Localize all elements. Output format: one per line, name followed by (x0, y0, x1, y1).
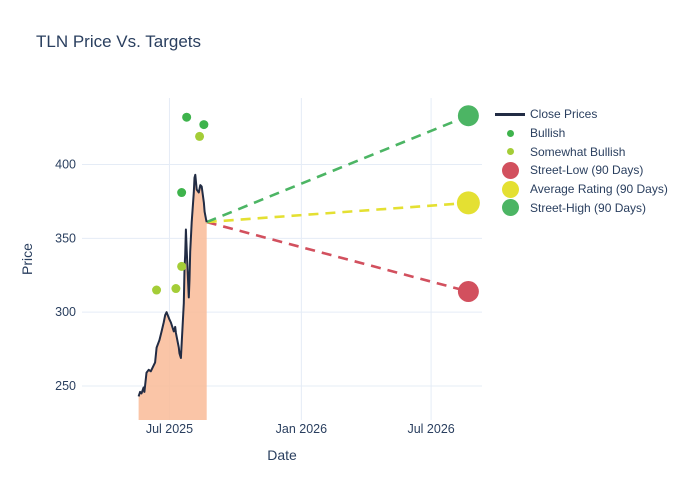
bullish-point[interactable] (177, 188, 187, 198)
forecast-dash-street-high (206, 114, 469, 224)
somewhat-bullish-dot-swatch (492, 148, 528, 156)
x-axis-title: Date (267, 447, 297, 463)
y-tick-label-400: 400 (55, 157, 76, 171)
legend-label: Street-Low (90 Days) (530, 163, 644, 178)
forecast-dash-average (206, 201, 469, 224)
average-rating-marker[interactable] (456, 191, 480, 215)
legend-item-bullish[interactable]: Bullish (492, 124, 668, 143)
street-low-dot-swatch (492, 161, 528, 179)
y-axis-title: Price (19, 243, 35, 275)
legend-label: Somewhat Bullish (530, 144, 626, 159)
y-tick-label-350: 350 (55, 231, 76, 245)
chart-title: TLN Price Vs. Targets (36, 32, 202, 51)
somewhat-bullish-point[interactable] (171, 284, 181, 294)
street-low-marker[interactable] (457, 280, 479, 302)
legend-item-somewhat-bullish[interactable]: Somewhat Bullish (492, 142, 668, 161)
forecast-dash-street-low (206, 220, 469, 293)
close-prices-area (138, 174, 207, 420)
y-tick-label-250: 250 (55, 379, 76, 393)
x-tick-label-jul-2026: Jul 2026 (407, 422, 454, 436)
legend-label: Street-High (90 Days) (530, 200, 647, 215)
close-prices-line[interactable] (137, 173, 208, 397)
legend-item-close-prices[interactable]: Close Prices (492, 105, 668, 124)
legend-item-street-high[interactable]: Street-High (90 Days) (492, 198, 668, 217)
legend: Close Prices Bullish Somewhat Bullish St… (492, 105, 668, 217)
legend-item-street-low[interactable]: Street-Low (90 Days) (492, 161, 668, 180)
x-tick-label-jan-2026: Jan 2026 (276, 422, 327, 436)
average-rating-dot-swatch (492, 180, 528, 198)
legend-label: Close Prices (530, 107, 598, 122)
legend-item-average-rating[interactable]: Average Rating (90 Days) (492, 180, 668, 199)
street-high-marker[interactable] (457, 105, 479, 127)
bullish-point[interactable] (182, 112, 192, 122)
legend-label: Bullish (530, 126, 566, 141)
x-tick-label-jul-2025: Jul 2025 (146, 422, 193, 436)
bullish-dot-swatch (492, 129, 528, 137)
legend-label: Average Rating (90 Days) (530, 182, 668, 197)
bullish-point[interactable] (199, 120, 209, 130)
somewhat-bullish-point[interactable] (152, 285, 162, 295)
close-prices-line-swatch (492, 113, 528, 116)
somewhat-bullish-point[interactable] (195, 131, 205, 141)
y-tick-label-300: 300 (55, 305, 76, 319)
somewhat-bullish-point[interactable] (177, 261, 187, 271)
street-high-dot-swatch (492, 199, 528, 217)
